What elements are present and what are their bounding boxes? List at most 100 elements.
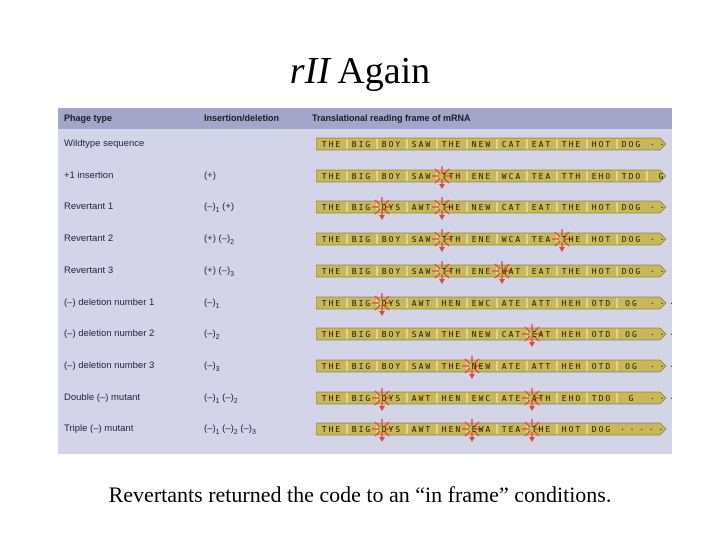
codon: ENE [472, 172, 492, 181]
codon: HOT [592, 140, 612, 149]
codon: DYS [382, 203, 402, 212]
codon: NEW [472, 203, 492, 212]
codon: THE [442, 362, 462, 371]
header-phage-type: Phage type [64, 113, 113, 123]
codon: SAW [412, 140, 432, 149]
header-insertion-deletion: Insertion/deletion [204, 113, 280, 123]
mrna-strip: THE BIG BOY SAW TTH ENE WCA TEA THE HOT DOG · · [316, 229, 667, 253]
codon: ENE [472, 267, 492, 276]
mutation-mark-icon [522, 387, 542, 411]
codon: AWT [412, 203, 432, 212]
codon: ATT [532, 362, 552, 371]
mutation-mark-icon [432, 229, 452, 253]
codon: BIG [352, 330, 372, 339]
codon: DYS [382, 425, 402, 434]
codon: THE [322, 172, 342, 181]
codon: NEW [472, 362, 492, 371]
codon: THE [322, 299, 342, 308]
mrna-strip-body [316, 264, 667, 278]
strip-tail: · · · · · [620, 425, 663, 434]
codon: EWA [472, 425, 492, 434]
mutation-label: (–)3 [204, 359, 220, 373]
codon: EWC [472, 394, 492, 403]
codon: BIG [352, 394, 372, 403]
mrna-strip: THE BIG BOY SAW THE NEW CAT EAT THE HOT DOG · · [316, 137, 667, 151]
mrna-strip-body [316, 391, 667, 404]
codon: THE [322, 140, 342, 149]
codon: WCA [502, 235, 522, 244]
mutation-label: (+) (–)2 [204, 233, 235, 246]
codon: DOG [622, 267, 642, 276]
mutation-mark-icon [492, 260, 512, 284]
codon: TTH [442, 267, 462, 276]
codon: OTD [592, 299, 612, 308]
strip-tail: · · · [650, 299, 672, 308]
codon: OG [625, 362, 639, 371]
codon: TTH [442, 172, 462, 181]
mrna-strip-body [316, 359, 667, 373]
codon: THE [322, 425, 342, 434]
codon: TTH [442, 235, 462, 244]
codon: TTH [562, 172, 582, 181]
codon: EAT [532, 330, 552, 339]
mrna-strip-body [316, 169, 667, 182]
codon: AWT [412, 299, 432, 308]
phage-type-label: Revertant 3 [64, 264, 114, 276]
mrna-strip-body [316, 201, 667, 214]
codon: THE [562, 267, 582, 276]
codon: THE [442, 140, 462, 149]
codon: TEA [532, 235, 552, 244]
codon: ATT [532, 299, 552, 308]
strip-tail: · · · · [650, 394, 672, 403]
codon: ATE [502, 394, 522, 403]
mutation-mark-icon [372, 387, 392, 411]
codon: SAW [412, 267, 432, 276]
figure-header-bar: Phage type Insertion/deletion Translatio… [58, 108, 672, 129]
codon: NEW [472, 330, 492, 339]
mrna-strip-body [316, 327, 667, 341]
mutation-mark-icon [462, 355, 482, 379]
codon: BIG [352, 362, 372, 371]
codon: CAT [502, 330, 522, 339]
codon: ATE [502, 299, 522, 308]
mrna-strip: THE BIG DYS AWT HEN EWC ATE ATH EHO TDO G · · · · [316, 387, 672, 411]
title-italic: rII [289, 50, 330, 92]
mutation-mark-icon [462, 419, 482, 443]
codon: BOY [382, 362, 402, 371]
codon: BOY [382, 172, 402, 181]
mrna-strip: THE BIG BOY SAW TTH ENE WAT EAT THE HOT DOG · · [316, 260, 667, 284]
strip-tail: · · [650, 235, 664, 244]
mutation-mark-icon [432, 260, 452, 284]
codon: THE [562, 203, 582, 212]
codon: THE [322, 330, 342, 339]
codon: THE [562, 235, 582, 244]
codon: THE [532, 425, 552, 434]
codon: SAW [412, 235, 432, 244]
codon: EAT [532, 267, 552, 276]
codon: HEN [442, 299, 462, 308]
codon: THE [442, 330, 462, 339]
phage-type-label: Wildtype sequence [64, 138, 145, 149]
codon: AWT [412, 425, 432, 434]
codon: G [629, 394, 636, 403]
mrna-strip: THE BIG DYS AWT HEN EWA TEA THE HOT DOG · · · · · [316, 419, 667, 443]
codon: ENE [472, 235, 492, 244]
mutation-label: (–)1 (+) [204, 201, 235, 215]
codon: THE [442, 203, 462, 212]
mutation-label: (+) [204, 169, 216, 181]
title-rest: Again [329, 50, 431, 92]
codon: G [659, 172, 666, 181]
codon: OTD [592, 330, 612, 339]
codon: BOY [382, 330, 402, 339]
strip-tail: · · [650, 267, 664, 276]
codon: BIG [352, 267, 372, 276]
codon: BIG [352, 235, 372, 244]
codon: BIG [352, 140, 372, 149]
slide-caption: Revertants returned the code to an “in f… [108, 482, 612, 507]
phage-type-label: Triple (–) mutant [64, 423, 134, 435]
codon: EHO [562, 394, 582, 403]
mutation-mark-icon [372, 419, 392, 443]
mutation-mark-icon [372, 292, 392, 316]
mutation-mark-icon [432, 165, 452, 189]
codon: EHO [592, 172, 612, 181]
